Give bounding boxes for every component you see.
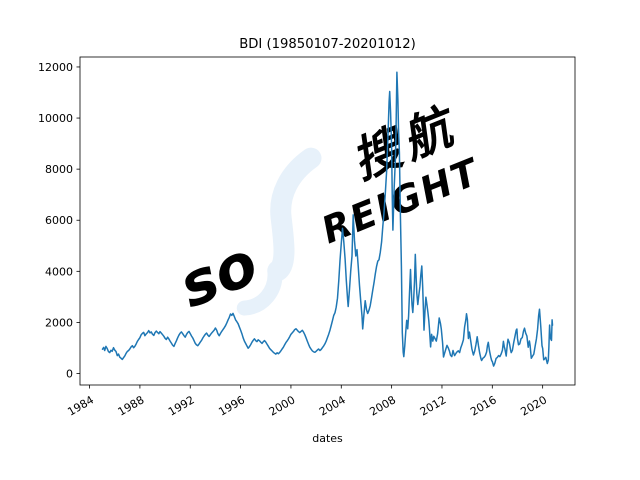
x-tick-label: 2012 [418, 393, 449, 418]
y-tick-label: 0 [66, 368, 73, 381]
y-tick-label: 8000 [45, 163, 73, 176]
chart-title: BDI (19850107-20201012) [239, 37, 416, 52]
x-tick-label: 1996 [216, 393, 247, 418]
watermark-swoosh-f-icon [267, 147, 322, 282]
x-tick-label: 1984 [65, 393, 96, 418]
y-tick-label: 2000 [45, 316, 73, 329]
x-axis-label: dates [312, 432, 343, 445]
y-tick-label: 4000 [45, 265, 73, 278]
y-tick-label: 10000 [38, 112, 73, 125]
y-tick-label: 6000 [45, 214, 73, 227]
x-tick-label: 2000 [267, 393, 298, 418]
x-tick-label: 1992 [166, 393, 197, 418]
x-tick-label: 2016 [468, 393, 499, 418]
watermark-sofreight: so REIGHT 搜航 [170, 98, 487, 323]
x-tick-label: 2020 [518, 393, 549, 418]
x-tick-label: 2008 [367, 393, 398, 418]
bdi-series-line [101, 71, 554, 367]
x-tick-label: 2004 [317, 393, 348, 418]
y-axis: 0 2000 4000 6000 8000 10000 12000 [38, 61, 80, 381]
y-tick-label: 12000 [38, 61, 73, 74]
x-tick-label: 1988 [116, 393, 147, 418]
plot-area-border [79, 56, 576, 386]
x-axis: 1984 1988 1992 1996 2000 2004 2008 2012 2016 2020 [65, 385, 549, 419]
